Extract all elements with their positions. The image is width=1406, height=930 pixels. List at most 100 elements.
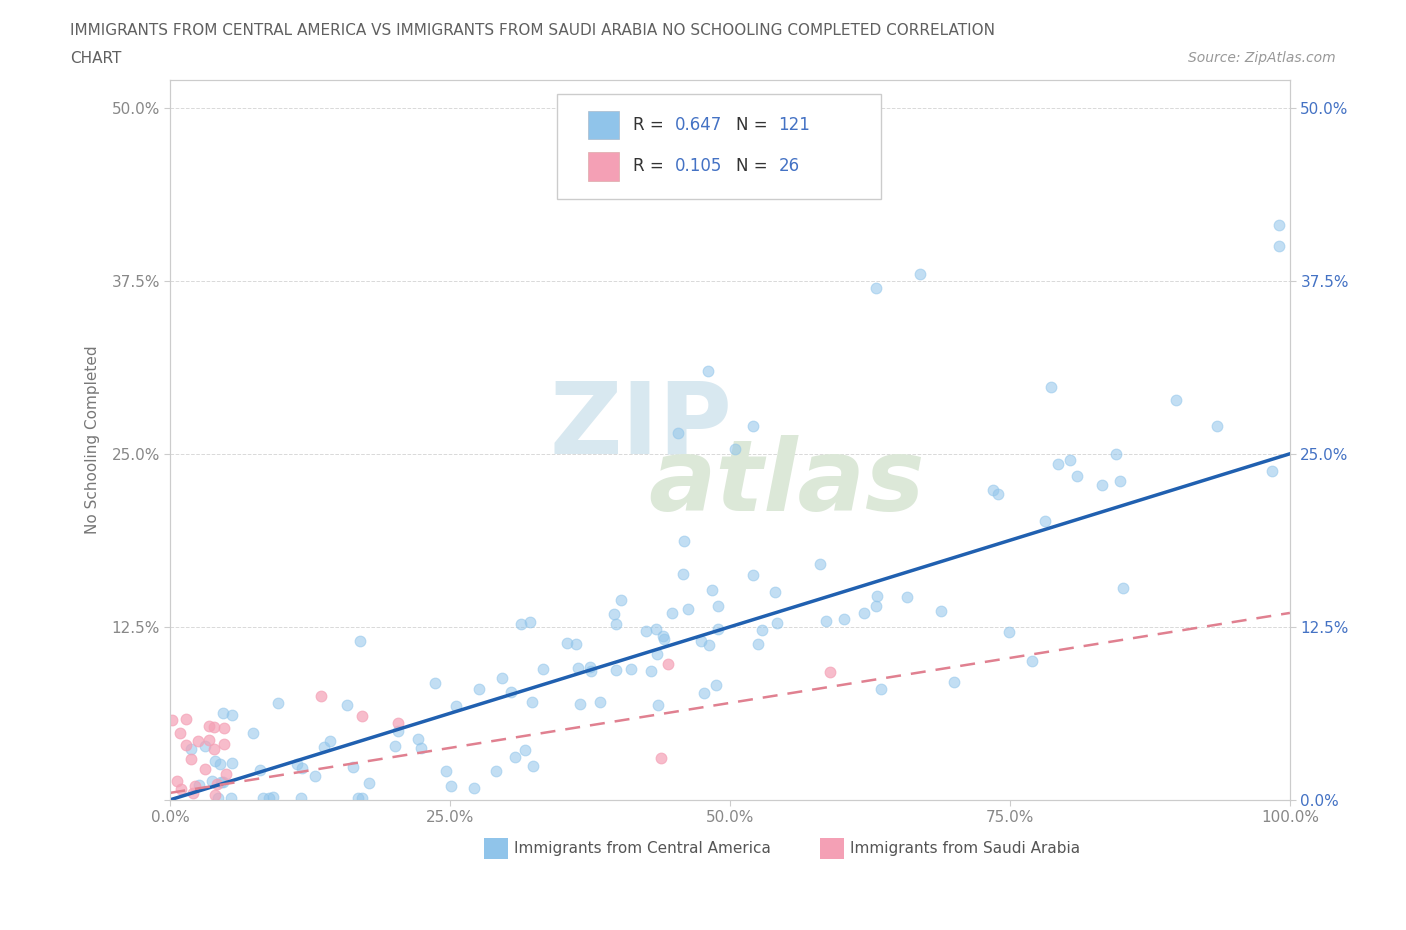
Point bbox=[741, 418, 763, 433]
Text: N =: N = bbox=[735, 116, 772, 134]
Point bbox=[290, 790, 312, 805]
Point bbox=[359, 776, 381, 790]
Text: 26: 26 bbox=[779, 157, 800, 176]
Point bbox=[187, 733, 209, 748]
Text: CHART: CHART bbox=[70, 51, 122, 66]
Point bbox=[666, 425, 689, 440]
Point bbox=[188, 777, 211, 792]
Point bbox=[1021, 654, 1043, 669]
Point bbox=[444, 698, 467, 713]
Point bbox=[468, 681, 491, 696]
Point bbox=[896, 590, 918, 604]
Point bbox=[212, 737, 235, 751]
Point bbox=[610, 592, 633, 607]
Point bbox=[1206, 418, 1229, 433]
Point bbox=[747, 637, 769, 652]
Point bbox=[336, 698, 359, 713]
Point bbox=[987, 486, 1010, 501]
Point bbox=[209, 774, 232, 789]
Point bbox=[221, 790, 243, 805]
Point bbox=[169, 726, 191, 741]
Point bbox=[1108, 474, 1130, 489]
Point bbox=[531, 662, 554, 677]
Point bbox=[998, 625, 1021, 640]
Point bbox=[579, 659, 602, 674]
Point bbox=[510, 617, 533, 631]
Point bbox=[262, 790, 284, 804]
Point bbox=[569, 697, 592, 711]
Text: R =: R = bbox=[633, 116, 669, 134]
Point bbox=[983, 483, 1005, 498]
Point bbox=[499, 685, 522, 700]
Point bbox=[651, 629, 673, 644]
Point bbox=[605, 617, 627, 631]
Point bbox=[252, 790, 274, 805]
Point bbox=[866, 589, 889, 604]
Point bbox=[198, 719, 221, 734]
Point bbox=[387, 724, 409, 738]
Point bbox=[491, 671, 513, 685]
Y-axis label: No Schooling Completed: No Schooling Completed bbox=[86, 346, 100, 534]
Point bbox=[1066, 469, 1088, 484]
Point bbox=[193, 762, 215, 777]
Point bbox=[865, 599, 887, 614]
Point bbox=[704, 677, 727, 692]
Point bbox=[696, 364, 718, 379]
Point bbox=[1033, 513, 1056, 528]
Point bbox=[869, 682, 891, 697]
Point bbox=[485, 764, 508, 778]
Point bbox=[1039, 380, 1062, 395]
Point bbox=[319, 734, 342, 749]
Point bbox=[661, 605, 683, 620]
Point bbox=[751, 623, 773, 638]
Point bbox=[304, 769, 326, 784]
Text: Source: ZipAtlas.com: Source: ZipAtlas.com bbox=[1188, 51, 1336, 65]
Point bbox=[291, 761, 314, 776]
Point bbox=[314, 739, 336, 754]
Point bbox=[579, 663, 602, 678]
Point bbox=[808, 557, 831, 572]
Point bbox=[673, 534, 696, 549]
Point bbox=[204, 753, 226, 768]
Point bbox=[350, 790, 373, 805]
Point bbox=[204, 788, 226, 803]
Point bbox=[520, 695, 543, 710]
Point bbox=[693, 685, 716, 700]
Point bbox=[257, 790, 280, 805]
Point bbox=[266, 696, 288, 711]
Point bbox=[352, 708, 374, 723]
Point bbox=[503, 750, 526, 764]
Point bbox=[700, 582, 723, 597]
Point bbox=[672, 566, 695, 581]
Point bbox=[519, 615, 541, 630]
Point bbox=[565, 636, 588, 651]
Text: R =: R = bbox=[633, 157, 669, 176]
Text: 121: 121 bbox=[779, 116, 810, 134]
Point bbox=[349, 634, 371, 649]
Point bbox=[657, 657, 679, 671]
Point bbox=[439, 778, 461, 793]
Point bbox=[865, 280, 887, 295]
Point bbox=[184, 778, 207, 793]
Point bbox=[249, 763, 271, 777]
Point bbox=[221, 708, 243, 723]
Point bbox=[1261, 463, 1284, 478]
Point bbox=[852, 605, 875, 620]
Point bbox=[384, 739, 406, 754]
Point bbox=[555, 636, 578, 651]
Point bbox=[605, 663, 627, 678]
Point bbox=[242, 725, 264, 740]
Text: 0.647: 0.647 bbox=[675, 116, 723, 134]
Point bbox=[742, 567, 765, 582]
Point bbox=[221, 755, 243, 770]
Point bbox=[1091, 477, 1114, 492]
Point bbox=[707, 622, 730, 637]
Point bbox=[409, 741, 432, 756]
Point bbox=[818, 665, 841, 680]
Point bbox=[513, 743, 536, 758]
Point bbox=[522, 759, 544, 774]
Point bbox=[647, 698, 669, 713]
Point bbox=[181, 786, 204, 801]
Text: IMMIGRANTS FROM CENTRAL AMERICA VS IMMIGRANTS FROM SAUDI ARABIA NO SCHOOLING COM: IMMIGRANTS FROM CENTRAL AMERICA VS IMMIG… bbox=[70, 23, 995, 38]
Point bbox=[1112, 580, 1135, 595]
